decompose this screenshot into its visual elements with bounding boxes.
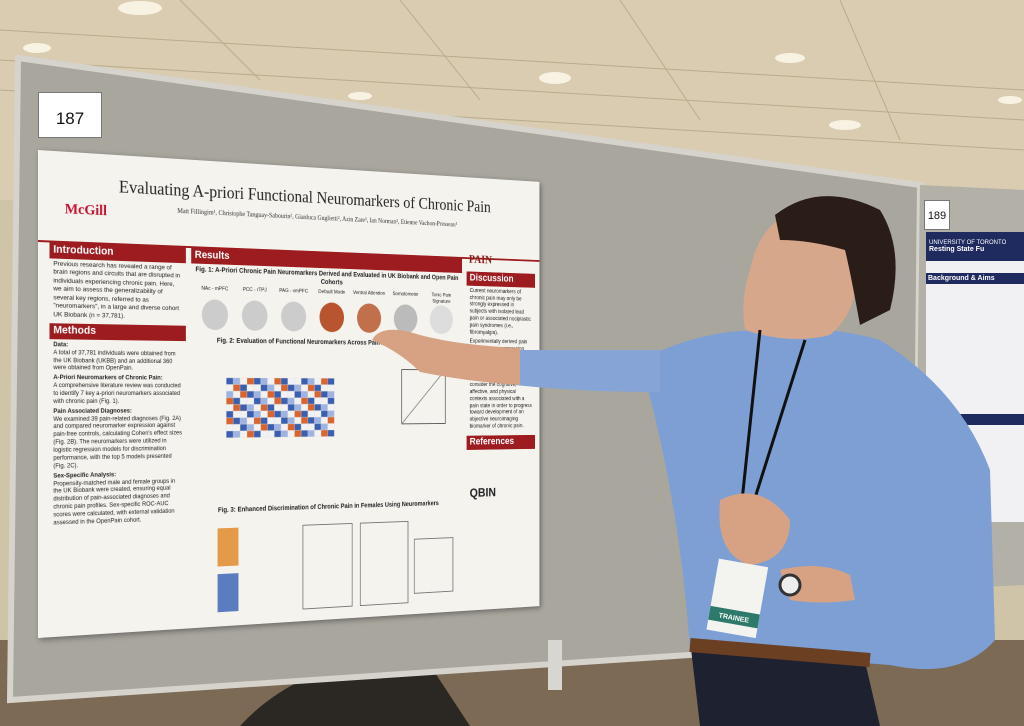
- neighbor-university: UNIVERSITY OF TORONTO: [929, 240, 1007, 246]
- lanyard: [738, 329, 807, 521]
- belt: [689, 638, 871, 667]
- neighbor-header: UNIVERSITY OF TORONTO Resting State Fu: [926, 232, 1024, 261]
- forearm: [780, 566, 855, 603]
- next-board-number: 189: [924, 200, 950, 230]
- figure-3: [217, 510, 462, 612]
- poster: Evaluating A-priori Functional Neuromark…: [38, 150, 540, 638]
- board-number: 187: [38, 92, 102, 138]
- results-column: Results Fig. 1: A-Priori Chronic Pain Ne…: [191, 248, 463, 628]
- name-badge: TRAINEE: [706, 558, 769, 639]
- ceiling-lights: [23, 1, 1022, 130]
- arm: [372, 329, 520, 385]
- hair: [775, 196, 896, 325]
- bar: [217, 572, 239, 612]
- board-leg: [548, 640, 562, 690]
- neighbor-heading: Background & Aims: [926, 273, 1024, 284]
- hand: [719, 493, 790, 565]
- neighbor-title: Resting State Fu: [929, 246, 985, 253]
- arm-sleeve: [515, 350, 660, 392]
- badge-stripe: [708, 605, 760, 629]
- watch: [778, 573, 802, 597]
- bar: [217, 527, 239, 567]
- shirt: [640, 328, 995, 670]
